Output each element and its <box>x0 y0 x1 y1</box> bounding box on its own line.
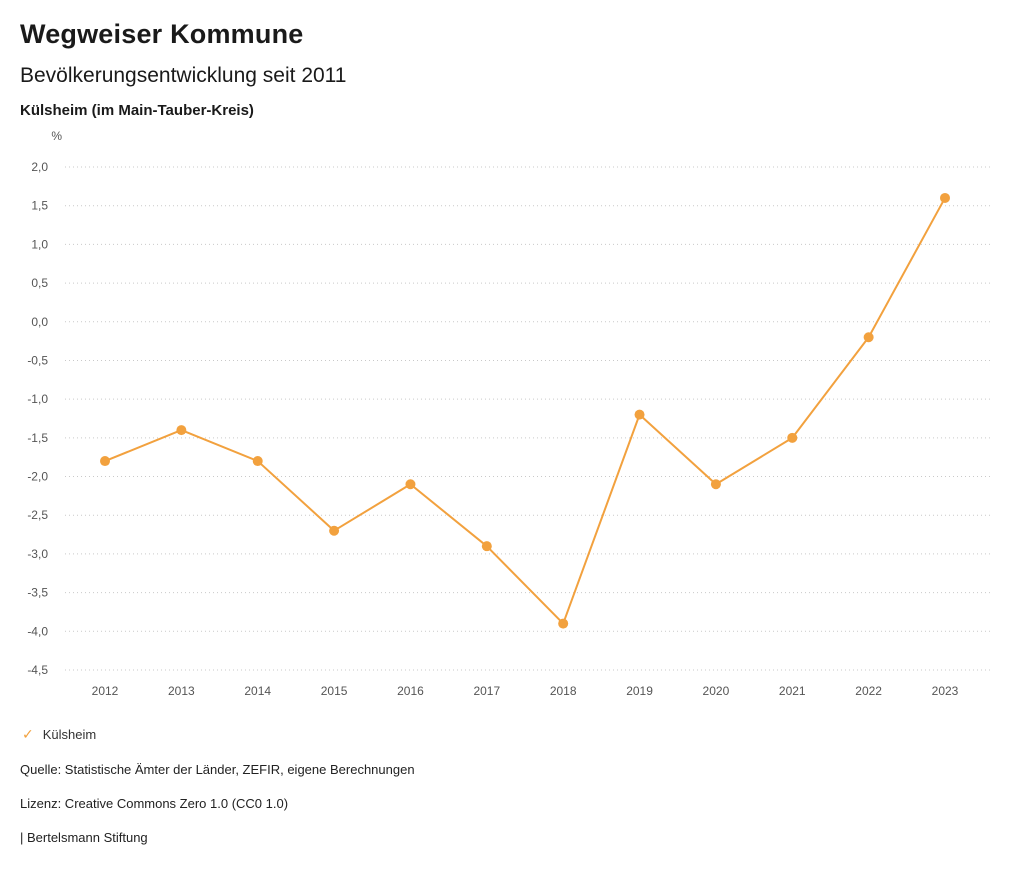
region-subtitle: Külsheim (im Main-Tauber-Kreis) <box>20 101 254 119</box>
x-tick-label: 2023 <box>932 684 959 698</box>
x-tick-label: 2015 <box>321 684 348 698</box>
chart-header: Wegweiser Kommune Bevölkerungsentwicklun… <box>0 0 1024 120</box>
x-tick-label: 2013 <box>168 684 195 698</box>
y-axis-unit-label: % <box>51 129 62 143</box>
y-tick-label: -0,5 <box>27 353 48 367</box>
y-tick-label: 0,5 <box>31 276 48 290</box>
x-tick-label: 2020 <box>703 684 730 698</box>
data-point[interactable] <box>100 455 110 466</box>
data-point[interactable] <box>787 432 798 443</box>
data-point[interactable] <box>710 478 721 489</box>
data-point[interactable] <box>252 455 263 466</box>
y-tick-label: -4,0 <box>27 624 48 638</box>
y-tick-label: -2,0 <box>27 469 48 483</box>
data-point[interactable] <box>634 409 645 420</box>
data-point[interactable] <box>558 618 569 629</box>
data-point[interactable] <box>863 331 874 342</box>
x-tick-label: 2014 <box>244 684 271 698</box>
data-point[interactable] <box>481 540 492 551</box>
y-tick-label: 1,0 <box>31 237 48 251</box>
data-point[interactable] <box>176 424 187 435</box>
x-tick-label: 2017 <box>473 684 500 698</box>
x-tick-label: 2012 <box>92 684 119 698</box>
y-tick-label: -3,0 <box>27 547 48 561</box>
y-tick-label: 0,0 <box>31 314 48 328</box>
attribution-text: | Bertelsmann Stiftung <box>20 829 148 845</box>
y-tick-label: -3,5 <box>27 585 48 599</box>
chart-title: Bevölkerungsentwicklung seit 2011 <box>20 64 347 88</box>
data-point[interactable] <box>405 478 416 489</box>
y-tick-label: -1,0 <box>27 392 48 406</box>
legend[interactable]: ✓ Külsheim <box>0 712 1024 743</box>
footer: Quelle: Statistische Ämter der Länder, Z… <box>0 762 1024 845</box>
x-tick-label: 2019 <box>626 684 653 698</box>
x-tick-label: 2021 <box>779 684 806 698</box>
series-line <box>104 196 946 625</box>
line-chart-svg: % 2,0 1,5 1,0 0,5 0,0 -0,5 -1,0 -1,5 -2,0 -2,5 -3,0… <box>27 129 990 698</box>
license-text: Lizenz: Creative Commons Zero 1.0 (CC0 1… <box>20 795 289 811</box>
y-tick-label: -1,5 <box>27 430 48 444</box>
data-point[interactable] <box>329 525 340 536</box>
y-tick-label: -2,5 <box>27 508 48 522</box>
page-title: Wegweiser Kommune <box>20 19 304 49</box>
source-text: Quelle: Statistische Ämter der Länder, Z… <box>20 761 415 777</box>
x-tick-label: 2022 <box>855 684 882 698</box>
y-tick-label: -4,5 <box>27 663 48 677</box>
legend-label: Külsheim <box>42 726 97 742</box>
x-tick-label: 2018 <box>550 684 577 698</box>
y-tick-label: 1,5 <box>31 198 48 212</box>
chart-area: % 2,0 1,5 1,0 0,5 0,0 -0,5 -1,0 -1,5 -2,0 -2,5 -3,0… <box>0 122 1024 712</box>
x-tick-label: 2016 <box>397 684 424 698</box>
y-tick-label: 2,0 <box>31 160 48 174</box>
data-point[interactable] <box>940 192 950 203</box>
check-icon: ✓ <box>22 725 34 742</box>
